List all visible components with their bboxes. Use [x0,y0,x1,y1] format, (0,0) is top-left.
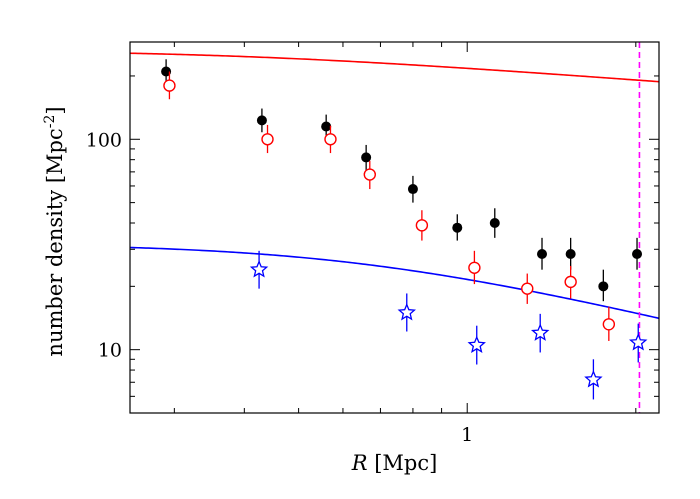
marker [363,168,376,181]
point-filled-circle-9 [598,269,609,302]
point-open-circle-6 [521,273,534,304]
point-filled-circle-10 [632,237,643,270]
marker [521,282,534,295]
model-curve-1 [130,52,659,83]
marker [397,302,416,321]
marker [415,219,429,232]
y-tick-label-0: 10 [98,340,122,362]
model-curve-0 [130,15,659,38]
point-filled-circle-5 [452,214,463,241]
point-open-circle-2 [324,125,337,154]
point-open-circle-7 [564,265,577,299]
point-open-circle-8 [602,306,616,341]
point-open-circle-5 [468,250,481,285]
marker [361,152,372,163]
point-open-circle-3 [363,160,376,190]
point-open-star-3 [530,313,550,353]
marker [489,218,500,229]
marker [602,318,616,331]
x-axis-label-italic: R [351,451,368,475]
point-open-star-4 [584,359,603,400]
marker [584,369,603,388]
marker [407,184,418,195]
point-open-star-5 [629,323,648,363]
marker [530,323,550,341]
y-axis-label: number density [Mpc-2] [42,106,67,356]
point-filled-circle-0 [161,59,172,84]
marker [565,248,576,259]
marker [256,115,267,126]
marker [249,259,269,278]
marker [324,133,337,146]
point-open-circle-4 [415,210,429,241]
marker [261,133,274,146]
point-filled-circle-1 [256,108,267,133]
point-filled-circle-4 [407,175,418,203]
point-open-star-1 [397,293,416,332]
point-filled-circle-8 [565,237,576,270]
x-tick-label-0: 1 [461,424,473,446]
marker [467,335,486,354]
y-axis-label-close: ] [43,106,67,114]
y-axis-label-sup: -2 [42,115,58,129]
marker [537,248,548,259]
marker [629,332,648,351]
y-tick-label-1: 100 [86,129,122,151]
tick-labels: 1 10 100 [86,129,474,446]
plot-frame [129,41,660,414]
marker [163,79,176,92]
marker [468,261,481,274]
point-open-circle-1 [261,124,274,154]
marker [564,275,577,289]
point-filled-circle-3 [361,144,372,171]
marker [452,222,463,233]
data-points [161,59,648,400]
marker [161,66,172,77]
x-axis-label: R [Mpc] [351,451,438,475]
axis-ticks [130,42,659,414]
model-curve-2 [130,246,659,320]
point-open-circle-0 [163,71,176,100]
marker [598,281,609,292]
marker [321,121,332,132]
point-open-star-2 [467,325,486,365]
y-axis-label-main: number density [Mpc [43,128,67,356]
point-open-star-0 [249,250,269,289]
point-filled-circle-6 [489,208,500,238]
marker [632,248,643,259]
model-curves [130,15,659,320]
point-filled-circle-7 [537,237,548,270]
x-axis-label-rest: [Mpc] [368,451,438,475]
